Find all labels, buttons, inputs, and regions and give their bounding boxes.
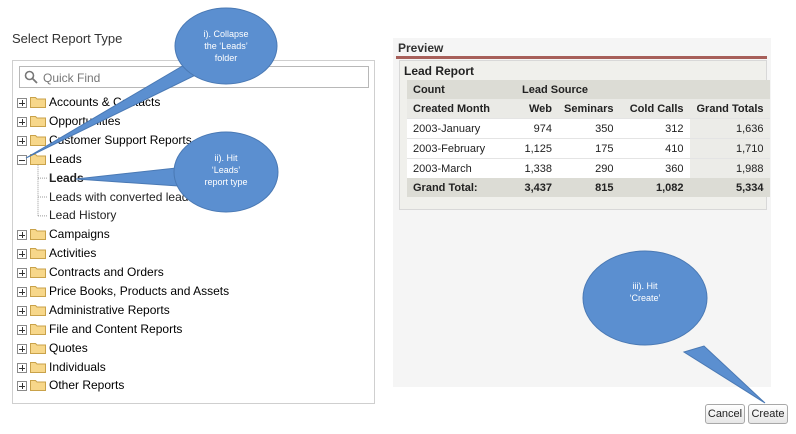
folder-icon <box>30 380 46 391</box>
folder-icon <box>30 267 46 278</box>
page-title: Select Report Type <box>12 31 123 46</box>
table-cell: 360 <box>619 158 690 178</box>
tree-report-type[interactable]: Leads <box>49 171 84 185</box>
expand-icon[interactable] <box>17 344 27 354</box>
expand-icon[interactable] <box>17 230 27 240</box>
folder-icon <box>30 248 46 259</box>
folder-icon <box>30 286 46 297</box>
cancel-button[interactable]: Cancel <box>705 404 745 424</box>
callout-collapse-leads <box>25 7 278 159</box>
expand-icon[interactable] <box>17 98 27 108</box>
table-header-cell: Web <box>514 99 558 119</box>
table-cell: 1,988 <box>689 158 770 178</box>
tree-folder-label: Customer Support Reports <box>49 133 192 147</box>
table-row: 2003-January 974 350 312 1,636 <box>407 118 770 139</box>
expand-icon[interactable] <box>17 287 27 297</box>
callout-hit-leads-text: ii). Hit ‘Leads’ report type <box>204 153 248 187</box>
table-cell: 5,334 <box>689 178 770 197</box>
callout-create-text: iii). Hit ‘Create’ <box>629 281 661 303</box>
table-header-cell: Created Month <box>407 99 514 119</box>
table-cell: 974 <box>514 118 558 139</box>
table-header-cell: Lead Source <box>514 80 770 99</box>
table-row: 2003-March 1,338 290 360 1,988 <box>407 158 770 178</box>
folder-icon <box>30 362 46 373</box>
folder-icon <box>30 343 46 354</box>
tree-folder-label: Activities <box>49 246 97 260</box>
tree-folder-label: Individuals <box>49 360 106 374</box>
expand-icon[interactable] <box>17 325 27 335</box>
expand-icon[interactable] <box>17 306 27 316</box>
table-header-cell: Grand Totals <box>689 99 770 119</box>
folder-icon <box>30 305 46 316</box>
folder-icon <box>30 116 46 127</box>
table-total-row: Grand Total: 3,437 815 1,082 5,334 <box>407 178 770 197</box>
table-header-cell: Cold Calls <box>619 99 690 119</box>
table-header-cell: Seminars <box>558 99 620 119</box>
tree-report-type[interactable]: Lead History <box>49 208 117 222</box>
callout-collapse-text: i). Collapse the ‘Leads’ folder <box>203 29 249 63</box>
table-cell: 350 <box>558 118 620 139</box>
preview-accent-bar <box>396 56 767 59</box>
expand-icon[interactable] <box>17 249 27 259</box>
tree-folder-label: Contracts and Orders <box>49 265 164 279</box>
table-cell: 2003-January <box>407 118 514 139</box>
tree-folder-label: Administrative Reports <box>49 303 170 317</box>
tree-folder-label: Other Reports <box>49 378 125 392</box>
table-cell: 1,636 <box>689 118 770 139</box>
expand-icon[interactable] <box>17 363 27 373</box>
table-header-cell: Count <box>407 80 514 99</box>
table-cell: 815 <box>558 178 620 197</box>
folder-icon <box>30 324 46 335</box>
folder-icon <box>30 135 46 146</box>
folder-icon <box>30 97 46 108</box>
table-row: 2003-February 1,125 175 410 1,710 <box>407 138 770 159</box>
table-cell: 1,710 <box>689 138 770 159</box>
table-cell: Grand Total: <box>407 178 514 197</box>
tree-folder-label: Quotes <box>49 341 88 355</box>
preview-report-table: Count Lead Source Created Month Web Semi… <box>407 80 770 197</box>
table-cell: 2003-March <box>407 158 514 178</box>
create-button[interactable]: Create <box>748 404 788 424</box>
table-cell: 410 <box>619 138 690 159</box>
report-type-panel <box>12 60 375 404</box>
table-cell: 3,437 <box>514 178 558 197</box>
callout-hit-leads <box>75 131 279 213</box>
quick-find-placeholder: Quick Find <box>43 71 101 85</box>
preview-label: Preview <box>398 41 444 55</box>
expand-icon[interactable] <box>17 381 27 391</box>
report-title: Lead Report <box>404 64 475 78</box>
collapse-icon[interactable] <box>17 155 27 165</box>
tree-folder-label: Leads <box>49 152 82 166</box>
table-cell: 175 <box>558 138 620 159</box>
expand-icon[interactable] <box>17 136 27 146</box>
table-cell: 2003-February <box>407 138 514 159</box>
tree-connector-lines <box>37 164 47 217</box>
table-header-row: Count Lead Source <box>407 80 770 99</box>
expand-icon[interactable] <box>17 117 27 127</box>
table-header-row: Created Month Web Seminars Cold Calls Gr… <box>407 99 770 119</box>
quick-find-input[interactable]: Quick Find <box>19 66 369 88</box>
table-cell: 1,125 <box>514 138 558 159</box>
table-cell: 1,338 <box>514 158 558 178</box>
search-icon <box>24 70 38 84</box>
table-cell: 1,082 <box>619 178 690 197</box>
callout-hit-create <box>582 250 766 404</box>
folder-icon <box>30 229 46 240</box>
tree-folder-label: Price Books, Products and Assets <box>49 284 230 298</box>
table-cell: 312 <box>619 118 690 139</box>
tree-folder-label: Campaigns <box>49 227 110 241</box>
expand-icon[interactable] <box>17 268 27 278</box>
folder-icon <box>30 154 46 165</box>
tree-folder-label: File and Content Reports <box>49 322 183 336</box>
table-cell: 290 <box>558 158 620 178</box>
